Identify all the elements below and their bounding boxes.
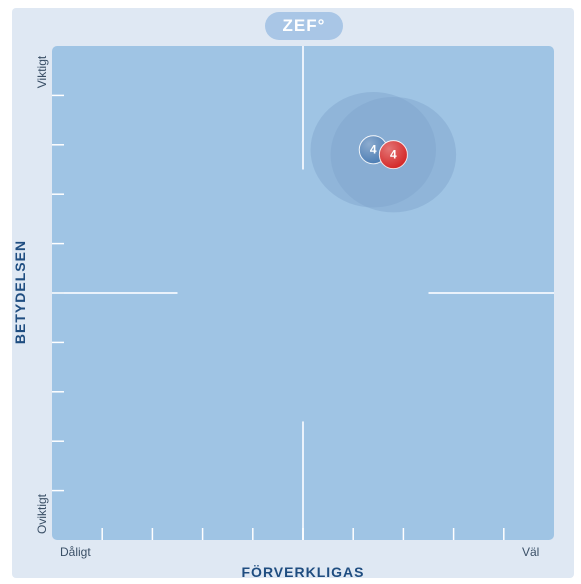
x-axis-title: FÖRVERKLIGAS: [241, 564, 365, 580]
x-max-label: Väl: [522, 545, 540, 559]
logo-text: ZEF°: [282, 16, 326, 35]
data-label-2: 4: [390, 148, 397, 162]
x-min-label: Dåligt: [60, 545, 91, 559]
data-label-1: 4: [370, 143, 377, 157]
zef-logo: ZEF°: [265, 12, 343, 40]
data-point-shine-2: [379, 140, 408, 169]
